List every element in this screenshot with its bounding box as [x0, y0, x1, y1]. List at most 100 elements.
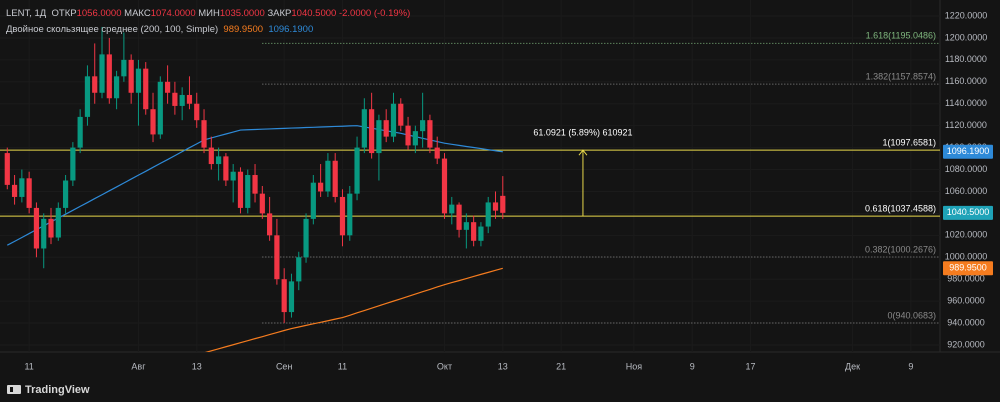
candle-body [77, 116, 83, 148]
candle-body [164, 81, 171, 93]
indicator-value: 1096.1900 [268, 24, 314, 35]
candle-body [267, 213, 273, 236]
ohlc-label: ЗАКР [267, 8, 292, 19]
moving-average [204, 267, 503, 352]
fib-label: 0(940.0683) [887, 310, 936, 320]
candle-body [274, 235, 280, 280]
candle-body [332, 160, 338, 197]
x-tick-label: 9 [690, 361, 695, 371]
candle-body [310, 182, 316, 219]
candle-body [463, 222, 469, 230]
candle-body [4, 153, 10, 185]
candle-body [55, 207, 61, 238]
candle-body [128, 59, 134, 93]
candle-body [135, 68, 142, 93]
candle-body [223, 156, 229, 181]
y-tick-label: 1160.0000 [945, 76, 987, 86]
moving-average [7, 125, 503, 246]
candle-body [303, 218, 309, 258]
candle-body [354, 147, 360, 194]
x-tick-label: Ноя [626, 361, 643, 371]
change: -2.0000 [338, 8, 372, 19]
candle-body [186, 94, 193, 104]
candle-body [92, 76, 98, 93]
price-tag [943, 144, 993, 159]
ohlc-value: 1035.0000 [219, 8, 265, 19]
x-tick-label: 11 [24, 361, 33, 371]
price-tag-label: 1096.1900 [947, 146, 990, 156]
change-pct: (-0.19%) [373, 8, 411, 19]
candle-body [434, 147, 440, 159]
fib-label: 1.382(1157.8574) [866, 72, 936, 82]
y-tick-label: 1200.0000 [945, 32, 988, 42]
candle-body [485, 202, 491, 227]
y-tick-label: 940.0000 [947, 317, 985, 327]
ohlc-label: МИН [198, 8, 220, 19]
candle-body [201, 120, 207, 148]
candle-body [26, 178, 32, 208]
candle-body [216, 156, 222, 165]
indicator-row: Двойное скользящее среднее (200, 100, Si… [6, 22, 410, 38]
y-tick-label: 920.0000 [947, 339, 985, 349]
candle-body [296, 257, 302, 282]
candle-body [48, 218, 54, 238]
x-tick-label: Авг [131, 361, 146, 371]
price-tag [943, 261, 993, 276]
candle-body [259, 193, 265, 214]
candle-body [383, 120, 389, 137]
candle-body [412, 131, 418, 146]
brand: TradingView [25, 384, 90, 396]
x-tick-label: Дек [845, 361, 860, 371]
y-tick-label: 1180.0000 [945, 54, 987, 64]
fib-label: 0.382(1000.2676) [865, 244, 936, 254]
candle-body [405, 125, 411, 146]
y-tick-label: 980.0000 [947, 274, 985, 284]
ohlc-value: 1040.5000 [291, 8, 337, 19]
x-tick-label: Сен [276, 361, 293, 371]
ohlc-label: МАКС [124, 8, 151, 19]
x-tick-label: 13 [192, 361, 202, 371]
candle-body [19, 178, 25, 197]
y-tick-label: 1080.0000 [945, 164, 988, 174]
candle-body [325, 160, 331, 192]
candle-body [99, 54, 105, 93]
candle-body [441, 158, 448, 214]
candle-body [62, 180, 69, 208]
y-tick-label: 960.0000 [947, 295, 985, 305]
candle-body [456, 204, 462, 230]
candle-body [172, 92, 178, 106]
measure-label: 61.0921 (5.89%) 610921 [533, 128, 632, 138]
y-tick-label: 1220.0000 [945, 10, 988, 20]
candle-body [471, 222, 477, 241]
candle-body [281, 279, 287, 313]
y-tick-label: 1120.0000 [945, 120, 987, 130]
x-tick-label: 21 [556, 361, 566, 371]
candle-body [121, 59, 127, 77]
candle-body [179, 94, 185, 106]
price-tag [943, 205, 993, 220]
brand-logo [7, 385, 21, 394]
candle-body [376, 120, 382, 154]
candle-body [369, 109, 375, 154]
candle-body [492, 202, 499, 211]
interval: 1Д [34, 8, 47, 19]
candle-body [143, 68, 149, 110]
candle-body [70, 147, 76, 181]
ohlc-value: 1056.0000 [76, 8, 122, 19]
ohlc-label: ОТКР [51, 8, 77, 19]
candle-body [106, 54, 112, 99]
indicator-value: 989.9500 [223, 24, 264, 35]
y-tick-label: 1060.0000 [945, 186, 988, 196]
y-tick-label: 1020.0000 [945, 230, 988, 240]
ohlc-row: LENT, 1Д ОТКР1056.0000 МАКС1074.0000 МИН… [6, 8, 411, 19]
candle-body [41, 218, 47, 249]
candle-body [390, 103, 397, 137]
candle-body [500, 195, 506, 213]
candle-body [208, 147, 214, 165]
candle-body [157, 81, 163, 135]
ohlc-value: 1074.0000 [150, 8, 196, 19]
candle-body [33, 207, 40, 249]
candle-body [84, 76, 91, 117]
price-tag-label: 989.9500 [949, 263, 987, 273]
candle-body [398, 103, 404, 126]
